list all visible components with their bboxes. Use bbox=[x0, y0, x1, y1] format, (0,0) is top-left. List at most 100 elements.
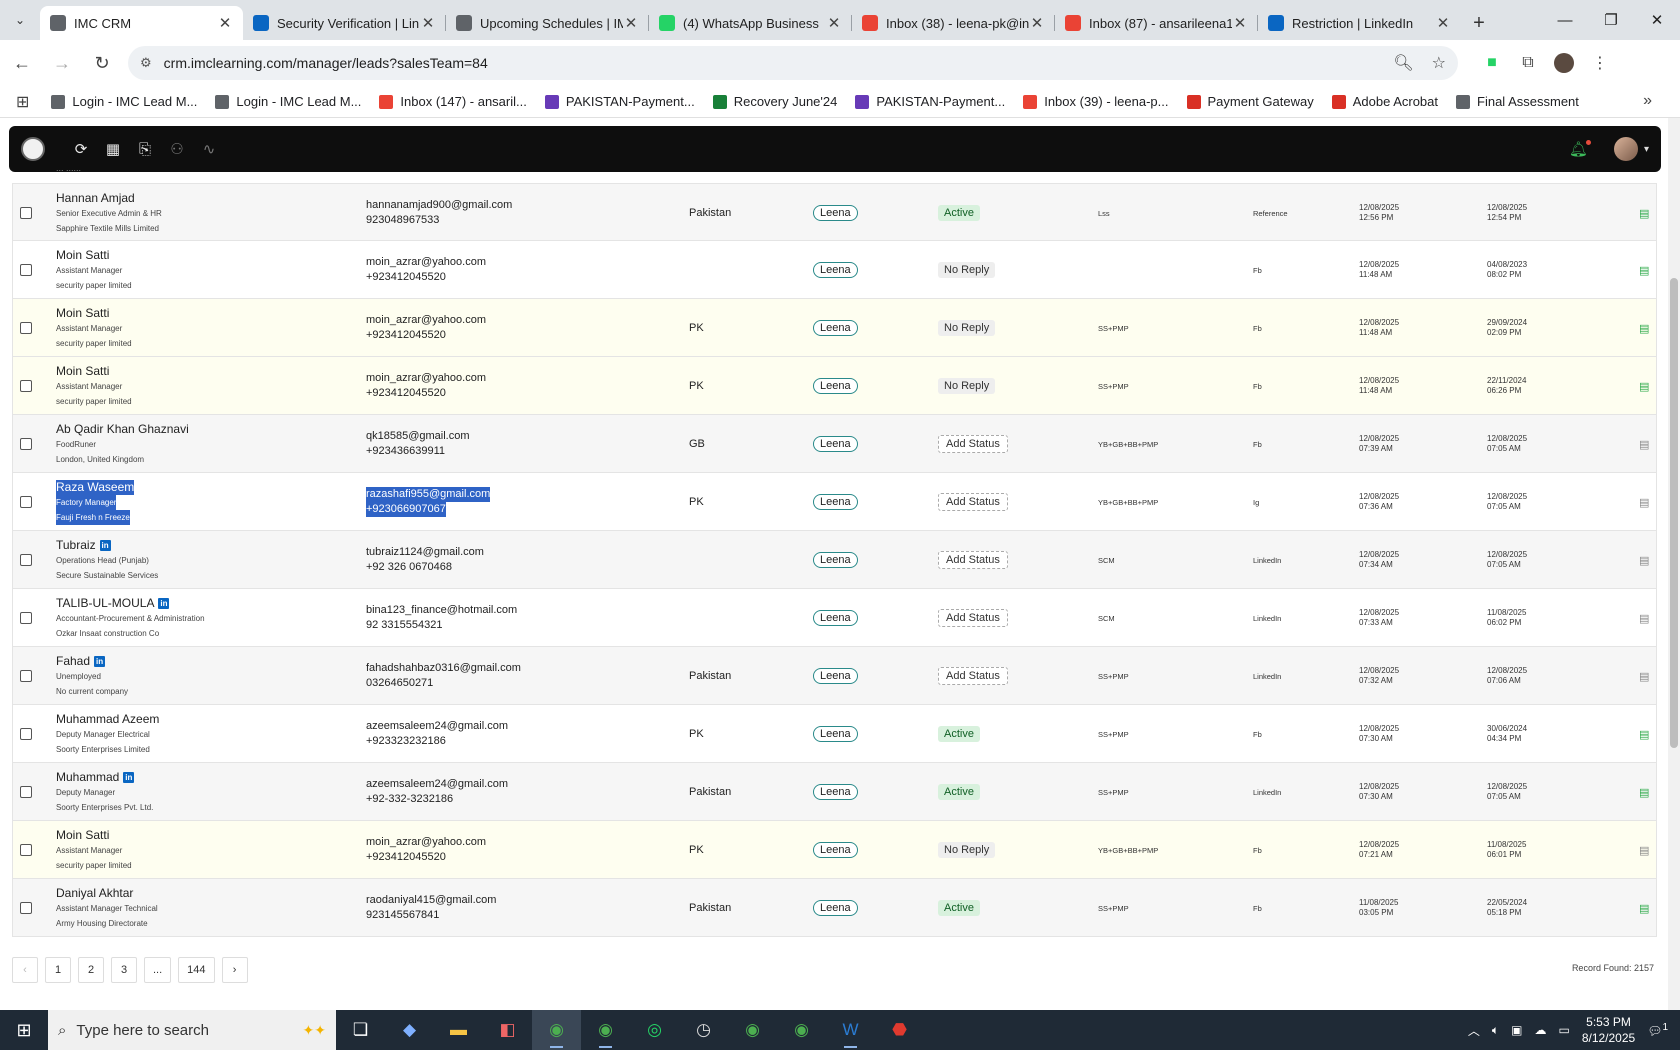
bookmark-item[interactable]: Adobe Acrobat bbox=[1331, 94, 1438, 109]
row-checkbox[interactable] bbox=[20, 786, 32, 798]
row-checkbox[interactable] bbox=[20, 207, 32, 219]
device-icon[interactable]: ▣ bbox=[1511, 1023, 1523, 1037]
lead-email[interactable]: fahadshahbaz0316@gmail.com bbox=[366, 662, 521, 674]
table-row[interactable]: Tubraiz in Operations Head (Punjab) Secure … bbox=[12, 531, 1657, 589]
row-checkbox[interactable] bbox=[20, 380, 32, 392]
document-icon[interactable]: ▤ bbox=[1639, 728, 1650, 741]
acrobat-taskbar-icon[interactable]: ⬣ bbox=[892, 1020, 907, 1039]
forward-button[interactable]: → bbox=[53, 52, 71, 73]
bookmark-star-icon[interactable]: ☆ bbox=[1431, 55, 1446, 72]
lead-phone[interactable]: 03264650271 bbox=[366, 677, 434, 689]
bookmark-item[interactable]: Payment Gateway bbox=[1186, 94, 1314, 109]
table-row[interactable]: Moin Satti Assistant Manager security pape… bbox=[12, 357, 1657, 415]
site-info-icon[interactable]: ⚙ bbox=[140, 55, 152, 70]
url-text[interactable]: crm.imclearning.com/manager/leads?salesT… bbox=[163, 55, 488, 71]
owner-badge[interactable]: Leena bbox=[813, 610, 858, 626]
chrome-taskbar-icon[interactable]: ◉ bbox=[532, 1010, 581, 1050]
volume-icon[interactable]: 🔈︎ bbox=[1491, 1022, 1500, 1037]
lead-email[interactable]: moin_azrar@yahoo.com bbox=[366, 836, 486, 848]
lead-phone[interactable]: +923436639911 bbox=[366, 445, 446, 457]
linkedin-icon[interactable]: in bbox=[158, 597, 170, 609]
lead-phone[interactable]: +923412045520 bbox=[366, 387, 446, 399]
table-row[interactable]: Moin Satti Assistant Manager security pape… bbox=[12, 299, 1657, 357]
document-icon[interactable]: ▤ bbox=[1639, 554, 1650, 567]
bookmark-item[interactable]: Login - IMC Lead M... bbox=[215, 94, 361, 109]
lead-name[interactable]: Hannan Amjad bbox=[56, 191, 135, 206]
table-row[interactable]: Muhammad in Deputy Manager Soorty Enterpris… bbox=[12, 763, 1657, 821]
lead-phone[interactable]: +92 326 0670468 bbox=[366, 561, 452, 573]
taskbar-clock[interactable]: 5:53 PM 8/12/2025 bbox=[1582, 1014, 1635, 1046]
lead-name[interactable]: Moin Satti bbox=[56, 364, 109, 379]
owner-badge[interactable]: Leena bbox=[813, 378, 858, 394]
owner-badge[interactable]: Leena bbox=[813, 900, 858, 916]
imc-logo[interactable] bbox=[21, 137, 45, 161]
browser-tab[interactable]: Security Verification | Lin ✕ bbox=[243, 6, 446, 40]
user-icon[interactable]: ⚇ bbox=[170, 141, 184, 158]
browser-tab[interactable]: Inbox (87) - ansarileena1 ✕ bbox=[1055, 6, 1258, 40]
document-icon[interactable]: ▤ bbox=[1639, 207, 1650, 220]
lead-name[interactable]: Tubraiz in bbox=[56, 538, 111, 553]
copilot-icon[interactable]: ◆ bbox=[402, 1020, 417, 1039]
browser-tab[interactable]: Upcoming Schedules | IM ✕ bbox=[446, 6, 649, 40]
lead-name[interactable]: Raza Waseem bbox=[56, 479, 135, 495]
extension-whatsapp-icon[interactable]: ■ bbox=[1487, 54, 1497, 71]
document-icon[interactable]: ▤ bbox=[1639, 670, 1650, 683]
status-badge[interactable]: Add Status bbox=[938, 609, 1008, 627]
owner-badge[interactable]: Leena bbox=[813, 320, 858, 336]
display-icon[interactable]: ▭ bbox=[1558, 1023, 1570, 1037]
browser-tab[interactable]: Inbox (38) - leena-pk@in ✕ bbox=[852, 6, 1055, 40]
bookmark-item[interactable]: Final Assessment bbox=[1456, 94, 1579, 109]
lead-email[interactable]: razashafi955@gmail.com bbox=[366, 487, 491, 502]
user-avatar[interactable] bbox=[1613, 137, 1638, 161]
page-button[interactable]: 2 bbox=[78, 957, 104, 983]
lead-phone[interactable]: 92 3315554321 bbox=[366, 619, 443, 631]
documents-icon[interactable]: ⎘ bbox=[138, 140, 151, 158]
lead-email[interactable]: azeemsaleem24@gmail.com bbox=[366, 720, 509, 732]
status-badge[interactable]: Add Status bbox=[938, 667, 1008, 685]
table-row[interactable]: Daniyal Akhtar Assistant Manager Technica… bbox=[12, 879, 1657, 937]
prev-page-button[interactable]: ‹ bbox=[12, 957, 38, 983]
calendar-icon[interactable]: ▦ bbox=[105, 141, 121, 158]
lead-name[interactable]: Moin Satti bbox=[56, 306, 109, 321]
lead-email[interactable]: bina123_finance@hotmail.com bbox=[366, 604, 518, 616]
lead-phone[interactable]: +923412045520 bbox=[366, 329, 446, 341]
document-icon[interactable]: ▤ bbox=[1639, 496, 1650, 509]
lead-name[interactable]: Fahad in bbox=[56, 654, 106, 669]
restore-button[interactable]: ❐ bbox=[1604, 12, 1618, 29]
status-badge[interactable]: Add Status bbox=[938, 551, 1008, 569]
chrome-menu-icon[interactable]: ⋮ bbox=[1592, 55, 1608, 72]
lead-email[interactable]: moin_azrar@yahoo.com bbox=[366, 256, 486, 268]
tray-chevron-icon[interactable]: ︿ bbox=[1467, 1023, 1480, 1038]
status-badge[interactable]: No Reply bbox=[938, 842, 996, 858]
taskbar-app-icon[interactable]: ◧ bbox=[499, 1020, 516, 1039]
lead-email[interactable]: moin_azrar@yahoo.com bbox=[366, 314, 486, 326]
lead-name[interactable]: Muhammad Azeem bbox=[56, 712, 159, 727]
linkedin-icon[interactable]: in bbox=[94, 655, 106, 667]
document-icon[interactable]: ▤ bbox=[1639, 902, 1650, 915]
back-button[interactable]: ← bbox=[13, 52, 31, 73]
table-row[interactable]: Raza Waseem Factory Manager Fauji Fresh n … bbox=[12, 473, 1657, 531]
task-view-icon[interactable]: ❏ bbox=[352, 1020, 369, 1039]
chrome-alt-taskbar-icon[interactable]: ◉ bbox=[745, 1020, 760, 1039]
status-badge[interactable]: No Reply bbox=[938, 320, 996, 336]
lead-email[interactable]: qk18585@gmail.com bbox=[366, 430, 470, 442]
lead-name[interactable]: Moin Satti bbox=[56, 828, 109, 843]
reload-button[interactable]: ↻ bbox=[94, 52, 110, 73]
row-checkbox[interactable] bbox=[20, 264, 32, 276]
owner-badge[interactable]: Leena bbox=[813, 262, 858, 278]
lead-email[interactable]: azeemsaleem24@gmail.com bbox=[366, 778, 509, 790]
table-row[interactable]: TALIB-UL-MOULA in Accountant-Procurement &… bbox=[12, 589, 1657, 647]
word-icon[interactable]: W bbox=[826, 1010, 875, 1050]
lead-phone[interactable]: +92-332-3232186 bbox=[366, 793, 454, 805]
lead-email[interactable]: hannanamjad900@gmail.com bbox=[366, 199, 513, 211]
status-badge[interactable]: Active bbox=[938, 726, 980, 742]
lead-name[interactable]: Daniyal Akhtar bbox=[56, 886, 133, 901]
table-row[interactable]: Moin Satti Assistant Manager security pape… bbox=[12, 821, 1657, 879]
close-icon[interactable]: ✕ bbox=[1030, 15, 1044, 32]
browser-tab[interactable]: (4) WhatsApp Business ✕ bbox=[649, 6, 852, 40]
file-explorer-icon[interactable]: ▬ bbox=[450, 1020, 467, 1039]
row-checkbox[interactable] bbox=[20, 844, 32, 856]
row-checkbox[interactable] bbox=[20, 496, 32, 508]
scrollbar-thumb[interactable] bbox=[1670, 278, 1678, 748]
new-tab-button[interactable]: + bbox=[1473, 11, 1485, 34]
